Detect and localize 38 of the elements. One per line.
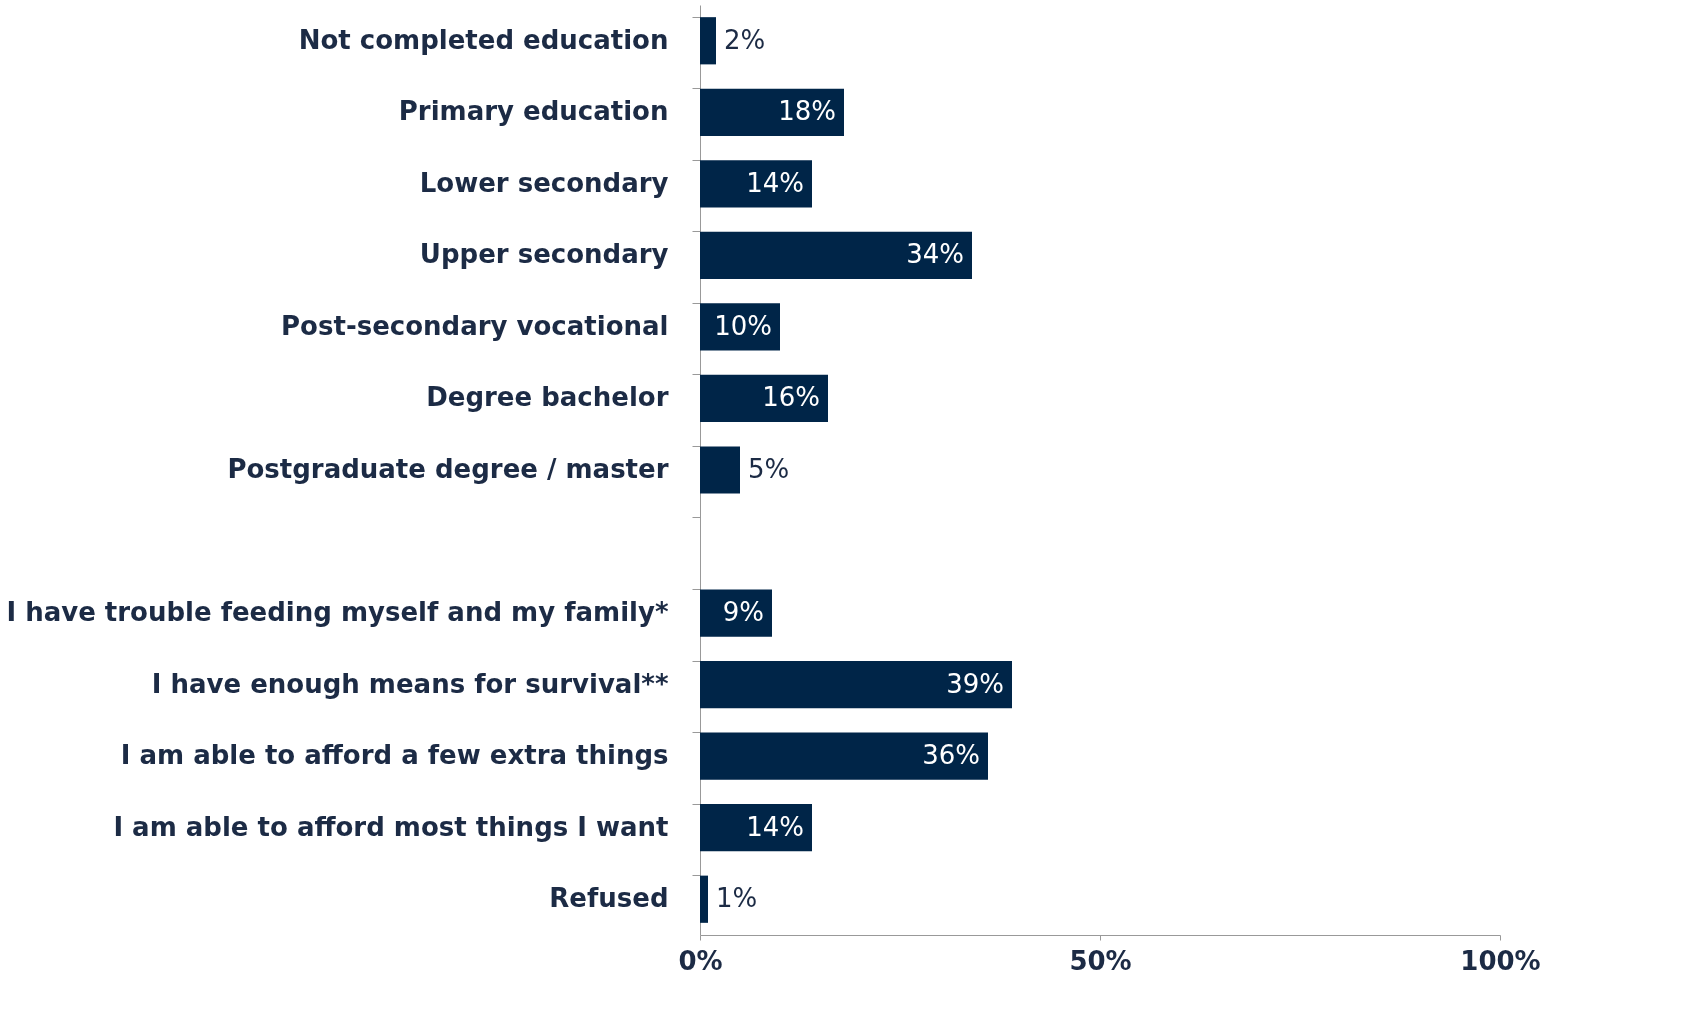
x-tick-label: 100%	[1460, 945, 1541, 976]
x-tick-label: 50%	[1069, 945, 1132, 976]
data-label: 2%	[724, 24, 766, 55]
y-tick-label: Not completed education	[298, 24, 669, 55]
bar	[700, 804, 812, 852]
bar	[700, 374, 828, 423]
y-tick-label: I am able to afford most things I want	[113, 811, 669, 842]
data-label: 39%	[946, 668, 1004, 699]
data-label: 18%	[778, 96, 836, 127]
bar	[700, 446, 740, 494]
bar	[700, 88, 844, 136]
y-tick-label: Lower secondary	[419, 167, 669, 198]
y-tick-label: Post-secondary vocational	[281, 310, 669, 341]
bar	[700, 160, 812, 208]
data-label: 16%	[762, 382, 820, 413]
data-label: 36%	[922, 740, 980, 771]
bar	[700, 589, 772, 637]
data-label: 10%	[714, 310, 772, 341]
bar	[700, 231, 972, 279]
y-tick-label: I have enough means for survival**	[151, 668, 669, 699]
y-tick-label: Upper secondary	[419, 239, 669, 270]
y-tick-label: Postgraduate degree / master	[227, 454, 669, 484]
y-tick-label: Refused	[549, 883, 669, 914]
y-tick-label: I have trouble feeding myself and my family*	[6, 597, 669, 628]
data-label: 1%	[716, 883, 758, 914]
y-tick-label: I am able to afford a few extra things	[120, 740, 669, 771]
y-tick-label: Primary education	[398, 96, 669, 127]
x-tick-label: 0%	[678, 945, 723, 976]
data-label: 9%	[722, 597, 764, 628]
data-label: 34%	[906, 239, 964, 270]
data-label: 14%	[746, 167, 804, 198]
data-label: 14%	[746, 811, 804, 842]
bar	[700, 732, 988, 780]
y-tick-label: Degree bachelor	[426, 382, 669, 413]
bar	[700, 875, 708, 923]
bar	[700, 661, 1012, 709]
data-label: 5%	[748, 454, 790, 484]
bar	[700, 17, 716, 65]
